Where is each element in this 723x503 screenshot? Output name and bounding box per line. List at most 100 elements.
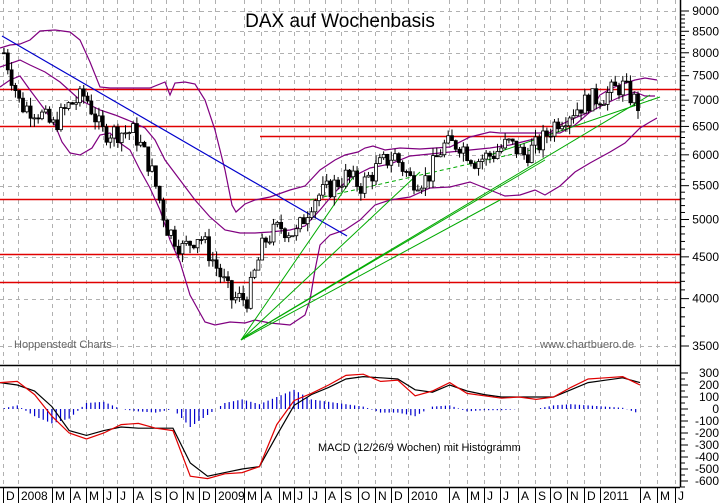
- candle-down: [617, 85, 621, 96]
- candle-up: [632, 93, 637, 104]
- candle-down: [13, 85, 18, 92]
- candle-down: [226, 276, 230, 281]
- axes: [0, 0, 689, 503]
- price-label: 9000: [692, 4, 719, 18]
- candle-up: [150, 165, 154, 172]
- candle-up: [339, 185, 344, 188]
- candlesticks: [2, 47, 640, 313]
- macd-line: [0, 373, 641, 480]
- bollinger-middle: [0, 59, 655, 234]
- candle-down: [188, 240, 192, 246]
- month-label: A: [136, 489, 144, 503]
- candle-up: [184, 240, 189, 244]
- candle-up: [237, 292, 242, 298]
- price-label: 8000: [692, 46, 719, 60]
- candle-up: [609, 81, 614, 93]
- candle-down: [229, 280, 234, 301]
- candle-down: [579, 109, 583, 114]
- candle-down: [264, 237, 268, 243]
- macd-label: -300: [695, 438, 719, 452]
- candle-up: [320, 184, 325, 196]
- candle-down: [176, 245, 181, 255]
- candle-up: [567, 117, 572, 127]
- candle-up: [529, 144, 534, 163]
- candle-up: [563, 125, 568, 128]
- candle-up: [601, 103, 606, 106]
- month-label: A: [452, 489, 460, 503]
- source-left-label: Hoppenstedt Charts: [14, 339, 112, 351]
- candle-down: [598, 103, 602, 106]
- candle-up: [112, 126, 116, 139]
- candle-down: [628, 80, 633, 104]
- candle-up: [362, 176, 367, 194]
- candle-up: [256, 259, 261, 271]
- month-label: S: [344, 489, 352, 503]
- price-label: 5000: [692, 212, 719, 226]
- candle-down: [104, 126, 109, 143]
- candle-down: [526, 154, 530, 163]
- candle-down: [624, 80, 629, 83]
- candle-down: [283, 228, 287, 239]
- month-label: J: [297, 489, 303, 503]
- candle-down: [358, 186, 363, 194]
- candle-up: [210, 259, 215, 262]
- candle-down: [522, 146, 527, 156]
- month-label: O: [553, 489, 562, 503]
- candle-up: [377, 157, 382, 164]
- candle-up: [495, 151, 500, 159]
- candle-up: [575, 109, 580, 117]
- candle-up: [222, 276, 227, 279]
- candle-up: [533, 136, 538, 146]
- candle-up: [97, 115, 101, 123]
- candle-down: [510, 138, 515, 142]
- candle-down: [62, 107, 67, 109]
- candle-up: [294, 228, 299, 237]
- candle-up: [317, 194, 322, 202]
- candle-down: [81, 88, 86, 97]
- candle-down: [55, 119, 60, 131]
- candle-up: [476, 161, 481, 169]
- candle-up: [78, 88, 82, 104]
- candle-up: [74, 102, 79, 105]
- candle-up: [590, 88, 595, 112]
- month-label: 2010: [411, 489, 438, 503]
- candle-up: [393, 153, 397, 161]
- month-label: 2011: [603, 489, 629, 503]
- candle-up: [233, 297, 238, 301]
- macd-caption: MACD (12/26/9 Wochen) mit Histogramm: [318, 442, 521, 454]
- signal-line: [0, 375, 641, 477]
- month-label: A: [521, 489, 529, 503]
- month-label: J: [312, 489, 318, 503]
- month-label: 2008: [21, 489, 48, 503]
- month-label: J: [106, 489, 112, 503]
- candle-down: [100, 115, 105, 128]
- uptrend-line: [240, 169, 359, 341]
- month-label: D: [202, 489, 211, 503]
- uptrend-line: [240, 171, 421, 341]
- month-label: A: [643, 489, 651, 503]
- candle-down: [400, 162, 405, 172]
- time-axis-labels: D 2008 M A M J J A S O N D 2009 M A M J J A S O N D 2010 A M J J A S O…: [6, 489, 684, 503]
- price-label: 6500: [692, 119, 719, 133]
- candle-down: [537, 136, 542, 151]
- macd-label: -100: [695, 414, 719, 428]
- candle-down: [544, 130, 549, 137]
- candle-down: [191, 244, 196, 249]
- candle-down: [89, 100, 94, 115]
- candle-down: [396, 153, 401, 163]
- price-axis-labels: 9000 8500 8000 7500 7000 6500 6000 5500 5000 4500…: [692, 4, 719, 353]
- candle-down: [214, 259, 219, 269]
- candle-up: [324, 180, 329, 185]
- month-label: D: [6, 489, 15, 503]
- candle-up: [571, 115, 576, 119]
- price-label: 4000: [692, 292, 719, 306]
- candle-down: [613, 81, 618, 87]
- month-label: M: [55, 489, 65, 503]
- month-label: M: [282, 489, 292, 503]
- candle-down: [636, 93, 640, 112]
- month-label: M: [247, 489, 257, 503]
- candle-down: [453, 140, 458, 150]
- candle-up: [431, 155, 435, 182]
- candle-down: [207, 236, 211, 262]
